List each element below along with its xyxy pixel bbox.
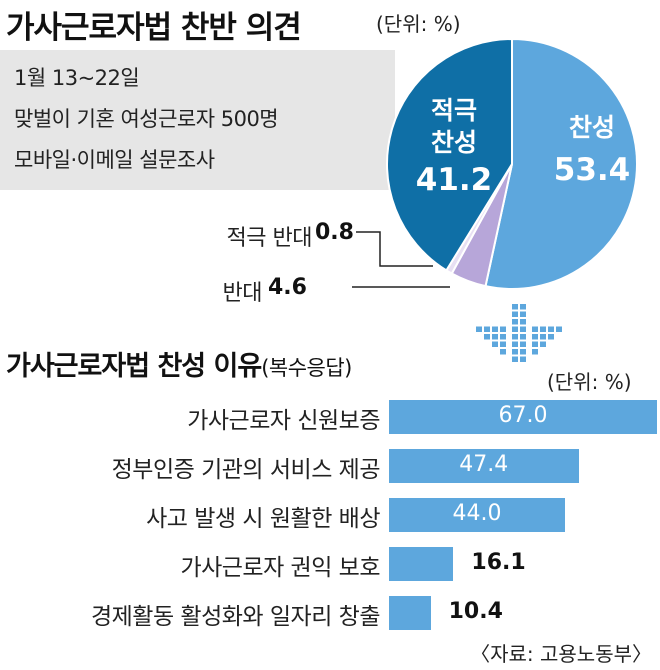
- bar-value-label: 67.0: [498, 403, 548, 428]
- arrow-dot: [500, 334, 506, 340]
- arrow-dot: [476, 326, 482, 332]
- legend-strong-oppose-label: 적극 반대: [226, 226, 313, 251]
- arrow-dot: [512, 319, 518, 325]
- arrow-dot: [532, 326, 538, 332]
- arrow-dot: [540, 334, 546, 340]
- arrow-dot: [520, 326, 526, 332]
- bar-category-label: 가사근로자 신원보증: [187, 408, 380, 434]
- arrow-dot: [556, 326, 562, 332]
- legend-oppose-label: 반대: [222, 281, 263, 306]
- arrow-dot: [492, 341, 498, 347]
- pie-label-strong-agree-line2: 찬성: [431, 128, 477, 157]
- pie-label-agree: 찬성: [569, 113, 615, 142]
- pie-label-strong-agree-line1: 적극: [431, 96, 477, 125]
- arrow-dot: [520, 311, 526, 317]
- source-note: 〈자료: 고용노동부〉: [470, 642, 652, 666]
- bar: [389, 400, 657, 434]
- arrow-dot: [520, 319, 526, 325]
- arrow-dot: [520, 304, 526, 310]
- pie-value-agree: 53.4: [554, 152, 631, 188]
- arrow-dot: [532, 341, 538, 347]
- pie-slice-agree: [484, 37, 638, 290]
- opinion-pie-chart: 적극 찬성 41.2 찬성 53.4: [386, 37, 638, 290]
- bar-unit-label: (단위: %): [547, 370, 632, 394]
- arrow-dot: [520, 349, 526, 355]
- arrow-dot: [512, 311, 518, 317]
- legend-strong-oppose-value: 0.8: [315, 220, 354, 245]
- pie-chart-title: 가사근로자법 찬반 의견: [6, 10, 302, 46]
- legend-oppose-value: 4.6: [268, 275, 307, 300]
- arrow-dot: [520, 356, 526, 362]
- arrow-dot: [500, 326, 506, 332]
- bar: [389, 596, 431, 630]
- bar-category-label: 가사근로자 권익 보호: [180, 555, 380, 581]
- arrow-dot: [484, 334, 490, 340]
- bar-chart-title: 가사근로자법 찬성 이유(복수응답): [6, 344, 352, 383]
- bar-chart-subtitle: (복수응답): [261, 356, 352, 380]
- bar-category-label: 사고 발생 시 원활한 배상: [146, 506, 380, 532]
- arrow-dot: [548, 326, 554, 332]
- survey-method: 모바일·이메일 설문조사: [14, 148, 215, 172]
- bar-category-label: 정부인증 기관의 서비스 제공: [111, 457, 381, 483]
- arrow-dot: [492, 326, 498, 332]
- bar-category-label: 경제활동 활성화와 일자리 창출: [90, 604, 381, 630]
- arrow-dot: [512, 356, 518, 362]
- bar: [389, 547, 454, 581]
- arrow-dot: [540, 341, 546, 347]
- arrow-dot: [484, 326, 490, 332]
- bar-value-label: 16.1: [471, 550, 526, 575]
- survey-info-box: 1월 13~22일 맞벌이 기혼 여성근로자 500명 모바일·이메일 설문조사: [0, 50, 395, 190]
- pie-unit-label: (단위: %): [376, 12, 461, 36]
- arrow-dot: [500, 349, 506, 355]
- bar-value-label: 47.4: [459, 452, 509, 477]
- bar-value-label: 10.4: [448, 599, 503, 624]
- arrow-dot: [512, 349, 518, 355]
- arrow-dot: [500, 341, 506, 347]
- arrow-dot: [520, 341, 526, 347]
- arrow-dot: [512, 334, 518, 340]
- pie-value-strong-agree: 41.2: [416, 162, 493, 198]
- bar: [389, 498, 565, 532]
- survey-sample: 맞벌이 기혼 여성근로자 500명: [14, 107, 279, 131]
- survey-period: 1월 13~22일: [14, 66, 140, 90]
- arrow-dot: [520, 334, 526, 340]
- down-arrow-icon: [476, 304, 562, 362]
- arrow-dot: [512, 304, 518, 310]
- arrow-dot: [512, 326, 518, 332]
- bar-chart-title-main: 가사근로자법 찬성 이유: [6, 351, 262, 382]
- arrow-dot: [512, 341, 518, 347]
- arrow-dot: [492, 334, 498, 340]
- arrow-dot: [532, 349, 538, 355]
- arrow-dot: [540, 326, 546, 332]
- arrow-dot: [548, 334, 554, 340]
- bar-value-label: 44.0: [452, 501, 502, 526]
- arrow-dot: [532, 334, 538, 340]
- bar: [389, 449, 579, 483]
